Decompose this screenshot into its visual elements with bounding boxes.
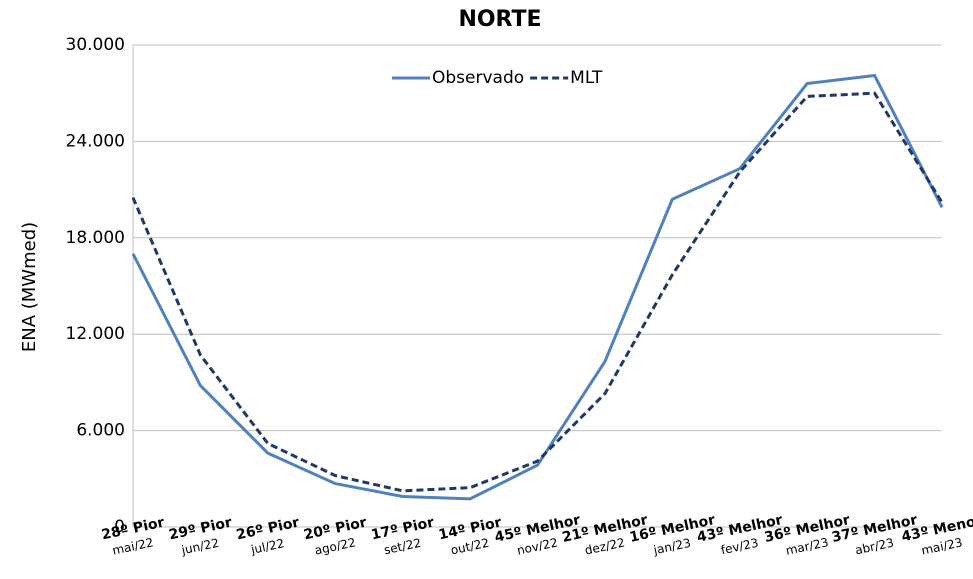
legend-label: MLT: [570, 68, 603, 88]
series-line: [131, 73, 944, 501]
y-tick-label: 12.000: [66, 324, 125, 344]
y-tick-label: 30.000: [66, 35, 125, 55]
y-tick-label: 24.000: [66, 131, 125, 151]
y-tick-label: 0: [114, 517, 125, 537]
series-line: [131, 91, 944, 493]
y-tick-label: 6.000: [76, 421, 125, 441]
legend-label: Observado: [432, 68, 524, 88]
chart-title: NORTE: [458, 7, 541, 32]
y-tick-label: 18.000: [66, 228, 125, 248]
y-axis-label: ENA (MWmed): [19, 222, 40, 352]
